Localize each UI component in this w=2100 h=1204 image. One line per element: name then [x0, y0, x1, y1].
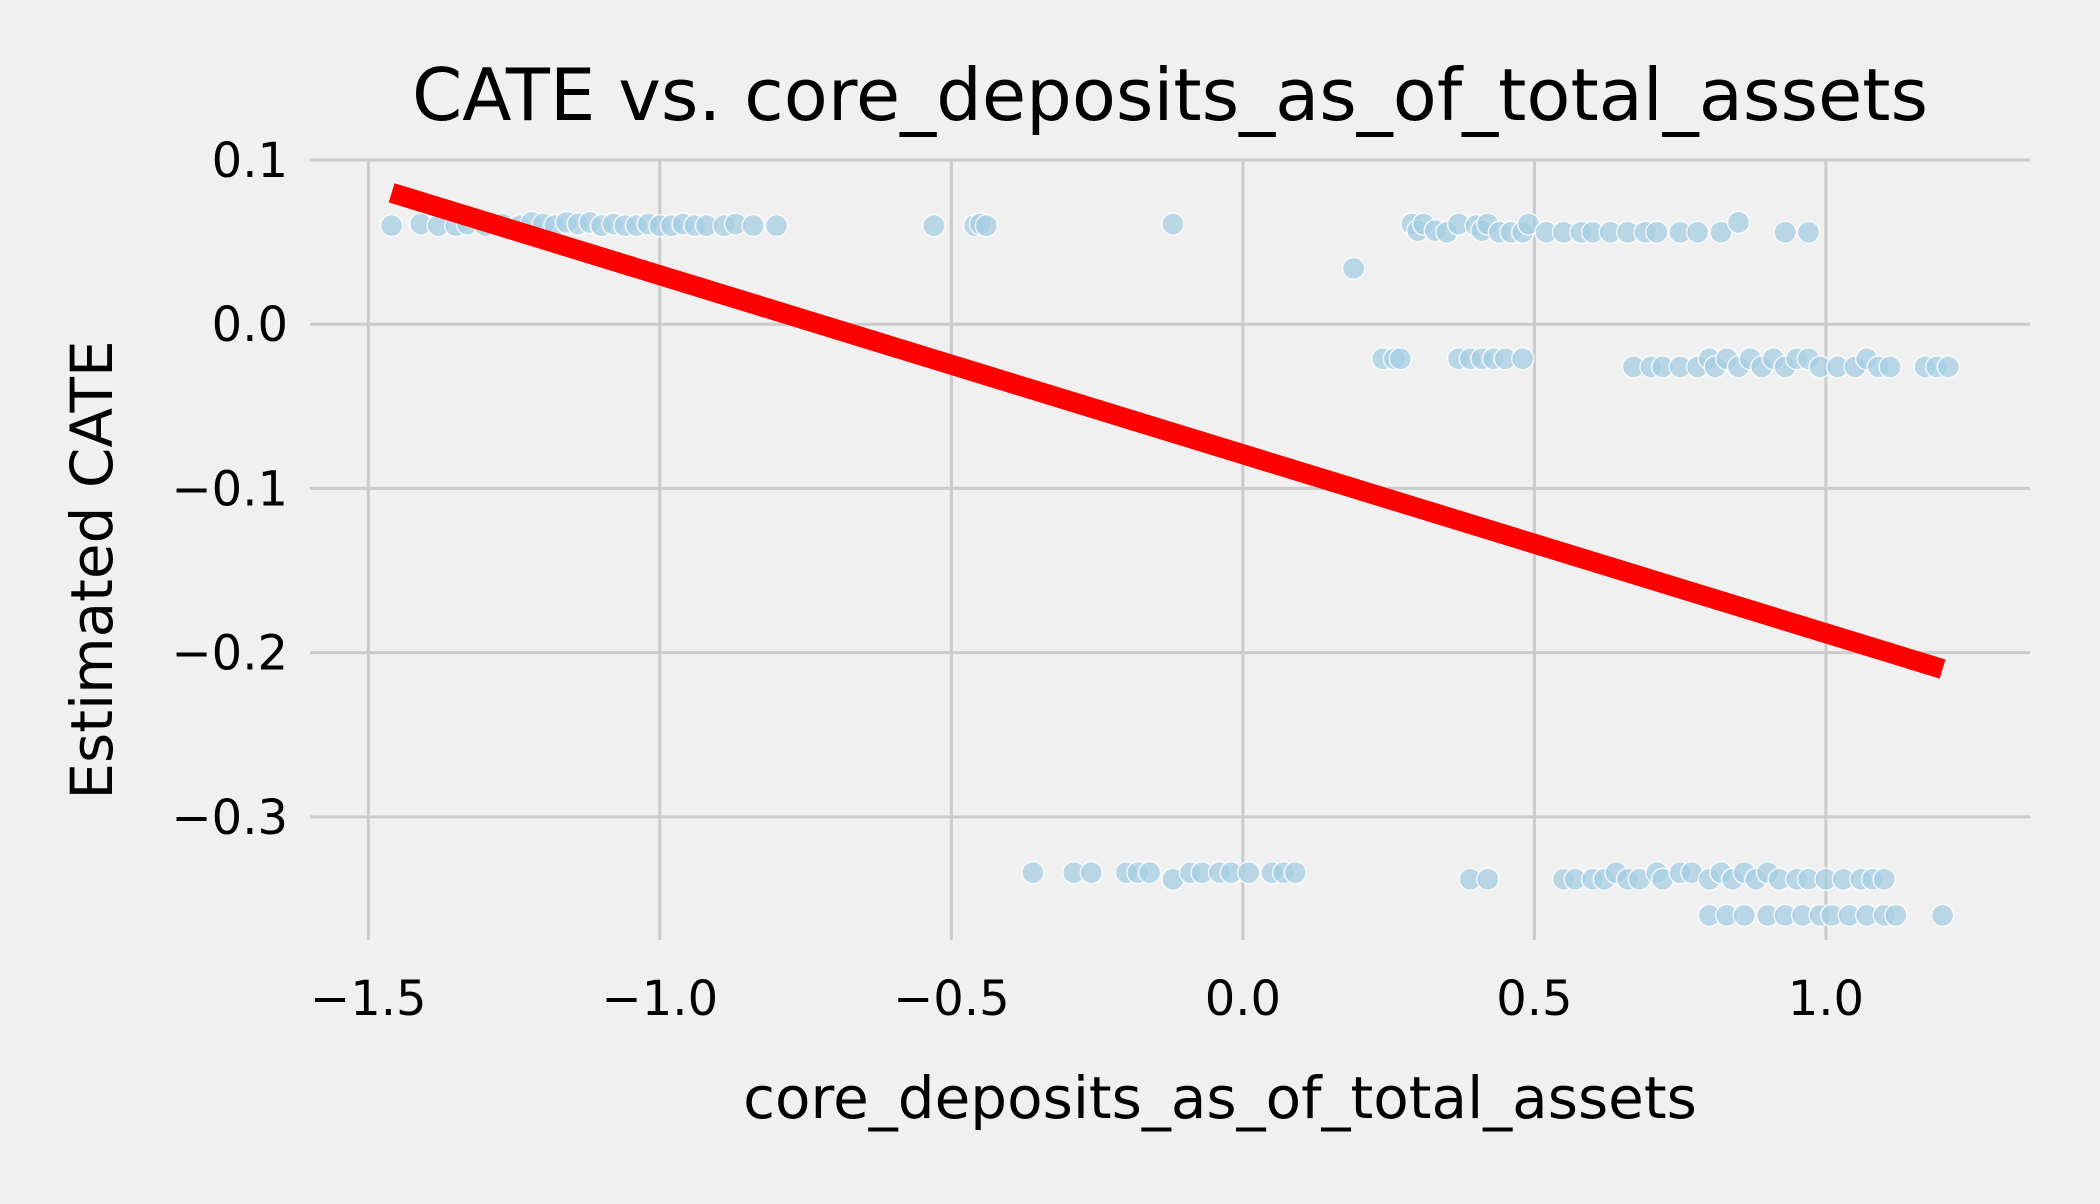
data-point	[1709, 220, 1733, 245]
data-point	[1388, 346, 1413, 371]
x-tick-label: 1.0	[1788, 971, 1864, 1027]
data-point	[1236, 860, 1261, 885]
x-axis-label: core_deposits_as_of_total_assets	[743, 1064, 1697, 1132]
y-tick-label: 0.0	[212, 297, 288, 353]
data-point	[1930, 903, 1955, 928]
y-tick-label: −0.3	[171, 790, 288, 846]
data-point	[741, 213, 765, 238]
data-point	[379, 213, 404, 238]
data-point	[1510, 346, 1535, 371]
data-point	[1796, 220, 1821, 245]
data-point	[1021, 860, 1045, 885]
data-point	[1079, 860, 1104, 885]
y-tick-label: 0.1	[212, 133, 288, 189]
data-point	[922, 213, 946, 238]
data-points	[379, 210, 1961, 928]
y-tick-label: −0.2	[171, 626, 288, 682]
y-tick-labels: 0.1 0.0 −0.1 −0.2 −0.3	[171, 133, 288, 846]
data-point	[1161, 212, 1185, 236]
data-point	[1878, 355, 1902, 379]
data-point	[1936, 355, 1961, 379]
x-tick-label: −1.0	[602, 971, 719, 1027]
x-tick-label: −1.5	[310, 971, 427, 1027]
data-point	[1732, 903, 1757, 928]
data-point	[1137, 860, 1162, 885]
data-point	[974, 213, 999, 238]
x-tick-labels: −1.5 −1.0 −0.5 0.0 0.5 1.0	[310, 971, 1864, 1027]
x-tick-label: 0.5	[1496, 971, 1572, 1027]
y-tick-label: −0.1	[171, 461, 288, 517]
grid	[310, 158, 2030, 940]
data-point	[764, 213, 789, 238]
data-point	[1872, 867, 1896, 891]
data-point	[1283, 860, 1308, 885]
fit-line-layer	[388, 183, 1946, 679]
x-tick-label: −0.5	[893, 971, 1010, 1027]
data-point	[1476, 867, 1500, 891]
y-axis-label: Estimated CATE	[58, 340, 126, 799]
x-tick-label: 0.0	[1205, 971, 1281, 1027]
data-point	[1726, 210, 1751, 235]
data-point	[1884, 903, 1908, 928]
data-point	[1685, 220, 1710, 245]
chart-title: CATE vs. core_deposits_as_of_total_asset…	[412, 53, 1928, 137]
fit-line	[388, 183, 1946, 679]
data-point	[1645, 220, 1669, 245]
data-point	[1773, 220, 1797, 245]
data-point	[1341, 256, 1366, 281]
